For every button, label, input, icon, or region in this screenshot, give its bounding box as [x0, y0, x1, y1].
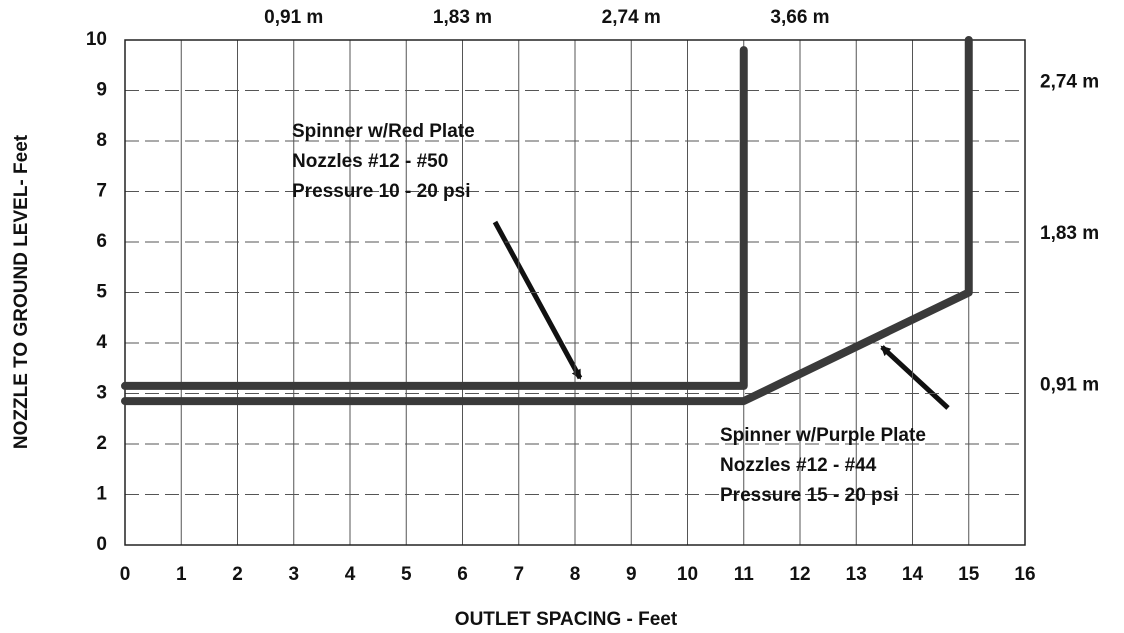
x-tick-label: 8: [570, 564, 581, 585]
x-tick-label: 16: [1014, 564, 1035, 585]
x-tick-label: 3: [288, 564, 299, 585]
x-tick-label: 15: [958, 564, 980, 585]
top-tick-label: 3,66 m: [770, 7, 829, 28]
y-tick-label: 10: [86, 29, 107, 50]
y-tick-label: 3: [96, 383, 107, 404]
y-tick-label: 7: [96, 181, 107, 202]
x-tick-label: 9: [626, 564, 637, 585]
annotation: Pressure 15 - 20 psi: [720, 485, 899, 506]
x-tick-label: 12: [789, 564, 810, 585]
x-tick-label: 14: [902, 564, 924, 585]
x-tick-label: 7: [513, 564, 524, 585]
arrow: [880, 345, 950, 410]
top-tick-label: 2,74 m: [602, 7, 661, 28]
y-tick-label: 1: [96, 484, 107, 505]
x-tick-label: 13: [846, 564, 867, 585]
right-tick-label: 1,83 m: [1040, 223, 1099, 244]
series-line: [121, 36, 973, 406]
annotation: Spinner w/Red Plate: [292, 121, 475, 142]
x-tick-label: 5: [401, 564, 412, 585]
x-tick-label: 0: [120, 564, 131, 585]
annotation: Nozzles #12 - #50: [292, 151, 448, 172]
x-tick-label: 6: [457, 564, 468, 585]
x-axis-label: OUTLET SPACING - Feet: [455, 609, 678, 630]
y-tick-label: 5: [96, 282, 107, 303]
top-tick-label: 0,91 m: [264, 7, 323, 28]
annotation: Pressure 10 - 20 psi: [292, 181, 471, 202]
x-tick-label: 1: [176, 564, 187, 585]
right-tick-label: 0,91 m: [1040, 375, 1099, 396]
y-tick-label: 2: [96, 433, 107, 454]
top-tick-label: 1,83 m: [433, 7, 492, 28]
x-tick-label: 11: [734, 564, 755, 585]
annotation: Spinner w/Purple Plate: [720, 425, 926, 446]
series-line: [121, 46, 748, 390]
y-axis-label: NOZZLE TO GROUND LEVEL- Feet: [11, 134, 32, 449]
arrow: [492, 220, 583, 380]
y-tick-label: 6: [96, 231, 107, 252]
right-tick-label: 2,74 m: [1040, 72, 1099, 93]
x-tick-label: 10: [677, 564, 698, 585]
plot-frame: [124, 39, 1026, 546]
y-tick-label: 4: [96, 332, 107, 353]
y-tick-label: 8: [96, 130, 107, 151]
x-tick-label: 2: [232, 564, 243, 585]
x-tick-label: 4: [345, 564, 356, 585]
y-tick-label: 0: [96, 534, 107, 555]
y-tick-label: 9: [96, 80, 107, 101]
annotation: Nozzles #12 - #44: [720, 455, 877, 476]
